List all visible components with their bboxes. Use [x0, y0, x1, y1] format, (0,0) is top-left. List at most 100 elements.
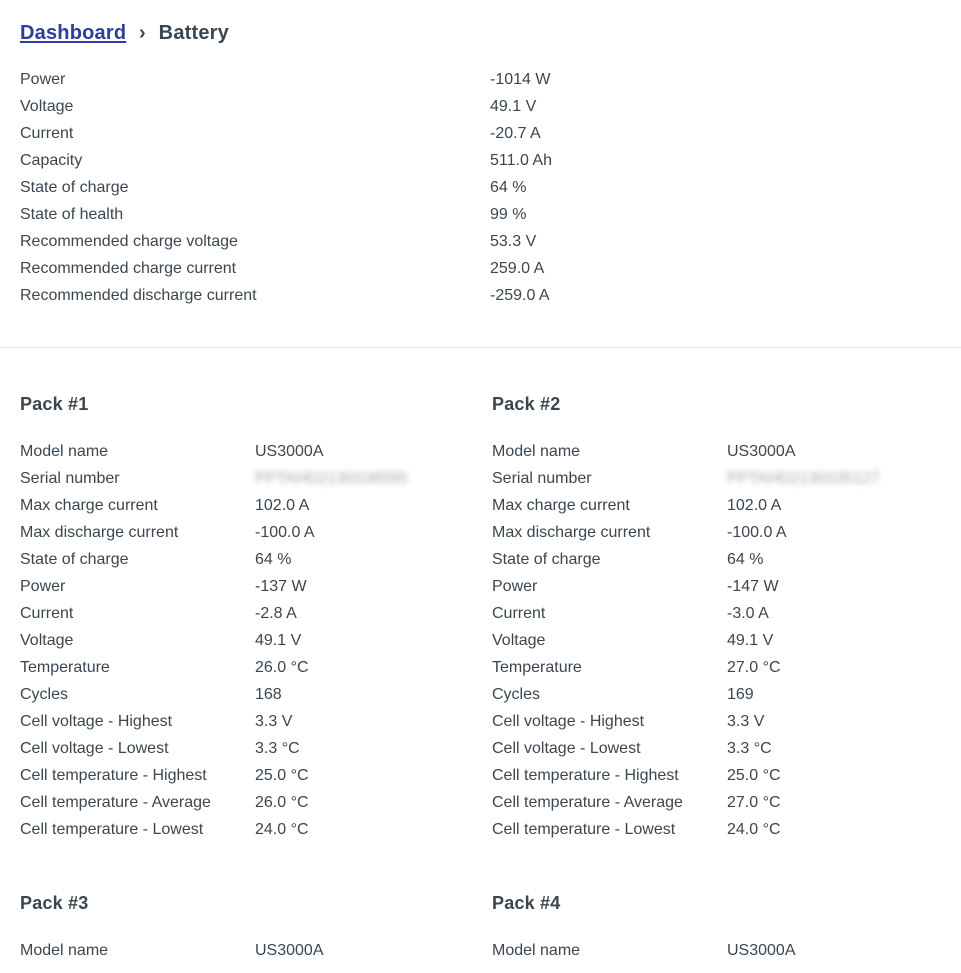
row-label: Current — [20, 125, 74, 142]
row-label: Cell temperature - Lowest — [20, 821, 204, 838]
summary-row: Recommended discharge current -259.0 A — [20, 282, 941, 309]
row-label: State of health — [20, 206, 124, 223]
pack-row: Temperature 27.0 °C — [492, 654, 961, 681]
serial-value-blurred: PPTAHD2130106595 — [255, 470, 408, 487]
pack-row: Max charge current 102.0 A — [492, 492, 961, 519]
row-value: US3000A — [255, 942, 324, 959]
pack-row: Serial number PPTAHD2130105127 — [492, 465, 961, 492]
row-value: 64 % — [490, 179, 527, 196]
pack-title: Pack #2 — [492, 394, 561, 414]
row-label: Max charge current — [492, 497, 630, 514]
row-label: Cycles — [492, 686, 541, 703]
row-value: -1014 W — [490, 71, 551, 88]
pack-row: Cell voltage - Lowest 3.3 °C — [492, 735, 961, 762]
pack-row: Cell temperature - Lowest 24.0 °C — [492, 816, 961, 843]
pack-row: Current -3.0 A — [492, 600, 961, 627]
row-value: 27.0 °C — [727, 794, 781, 811]
row-label: Serial number — [492, 470, 592, 487]
row-label: Max discharge current — [492, 524, 651, 541]
row-value: 3.3 V — [727, 713, 765, 730]
row-label: State of charge — [20, 551, 129, 568]
row-value: 102.0 A — [727, 497, 782, 514]
row-label: Recommended charge voltage — [20, 233, 238, 250]
summary-row: Capacity 511.0 Ah — [20, 147, 941, 174]
summary-row: Recommended charge current 259.0 A — [20, 255, 941, 282]
breadcrumb-current-battery: Battery — [158, 22, 229, 44]
pack-row: Model name US3000A — [20, 438, 492, 465]
row-label: Temperature — [20, 659, 110, 676]
row-value: 3.3 V — [255, 713, 293, 730]
row-label: Current — [20, 605, 74, 622]
battery-page: Dashboard › Battery Power -1014 W Voltage 4… — [0, 20, 961, 964]
row-label: Voltage — [20, 632, 74, 649]
row-label: Temperature — [492, 659, 582, 676]
pack-title: Pack #3 — [20, 893, 89, 913]
pack-row: Model name US3000A — [492, 937, 961, 964]
row-value: 25.0 °C — [255, 767, 309, 784]
row-value: -20.7 A — [490, 125, 541, 142]
row-label: Serial number — [20, 470, 120, 487]
pack-title: Pack #1 — [20, 394, 89, 414]
row-value: US3000A — [255, 443, 324, 460]
row-value: 3.3 °C — [727, 740, 772, 757]
pack-row: Temperature 26.0 °C — [20, 654, 492, 681]
pack-row: Cell temperature - Highest 25.0 °C — [20, 762, 492, 789]
breadcrumb-link-dashboard[interactable]: Dashboard — [20, 22, 127, 44]
row-label: Cycles — [20, 686, 69, 703]
pack-row: Voltage 49.1 V — [20, 627, 492, 654]
row-value: 53.3 V — [490, 233, 537, 250]
breadcrumb: Dashboard › Battery — [20, 20, 941, 47]
row-value: 99 % — [490, 206, 527, 223]
row-label: Cell voltage - Lowest — [20, 740, 169, 757]
pack-row: Max discharge current -100.0 A — [492, 519, 961, 546]
row-label: Capacity — [20, 152, 83, 169]
row-label: Power — [20, 578, 66, 595]
pack-row: Cycles 169 — [492, 681, 961, 708]
row-label: Power — [492, 578, 538, 595]
pack-row: Cycles 168 — [20, 681, 492, 708]
row-label: State of charge — [20, 179, 129, 196]
row-value: 26.0 °C — [255, 659, 309, 676]
row-label: Recommended charge current — [20, 260, 237, 277]
row-label: State of charge — [492, 551, 601, 568]
pack-row: Cell temperature - Lowest 24.0 °C — [20, 816, 492, 843]
row-label: Power — [20, 71, 66, 88]
row-label: Cell temperature - Highest — [20, 767, 207, 784]
pack-row: State of charge 64 % — [492, 546, 961, 573]
row-value: 64 % — [727, 551, 764, 568]
pack-row: Max discharge current -100.0 A — [20, 519, 492, 546]
row-value: 168 — [255, 686, 282, 703]
row-label: Cell voltage - Highest — [492, 713, 645, 730]
pack-title: Pack #4 — [492, 893, 561, 913]
row-value: 3.3 °C — [255, 740, 300, 757]
summary-row: Current -20.7 A — [20, 120, 941, 147]
row-label: Cell temperature - Highest — [492, 767, 679, 784]
row-label: Current — [492, 605, 546, 622]
row-label: Model name — [492, 942, 581, 959]
row-value: -147 W — [727, 578, 779, 595]
row-value: -100.0 A — [727, 524, 787, 541]
pack-row: Model name US3000A — [20, 937, 492, 964]
row-label: Cell voltage - Highest — [20, 713, 173, 730]
summary-row: State of charge 64 % — [20, 174, 941, 201]
pack-row: Power -137 W — [20, 573, 492, 600]
row-value: -2.8 A — [255, 605, 297, 622]
battery-packs: Pack #1 Model name US3000A Serial number PPT… — [20, 391, 941, 964]
section-divider — [0, 347, 961, 348]
pack-row: Serial number PPTAHD2130106595 — [20, 465, 492, 492]
row-value: -3.0 A — [727, 605, 769, 622]
row-value: 24.0 °C — [255, 821, 309, 838]
row-value: 49.1 V — [490, 98, 537, 115]
row-value: -137 W — [255, 578, 307, 595]
summary-row: Recommended charge voltage 53.3 V — [20, 228, 941, 255]
pack-row: Cell voltage - Lowest 3.3 °C — [20, 735, 492, 762]
summary-row: State of health 99 % — [20, 201, 941, 228]
row-value: 511.0 Ah — [490, 152, 552, 169]
row-value: US3000A — [727, 443, 796, 460]
row-label: Model name — [20, 443, 109, 460]
row-value: 49.1 V — [727, 632, 774, 649]
pack-row: Cell temperature - Average 27.0 °C — [492, 789, 961, 816]
breadcrumb-separator: › — [139, 22, 146, 44]
row-label: Cell voltage - Lowest — [492, 740, 641, 757]
pack-row: Power -147 W — [492, 573, 961, 600]
